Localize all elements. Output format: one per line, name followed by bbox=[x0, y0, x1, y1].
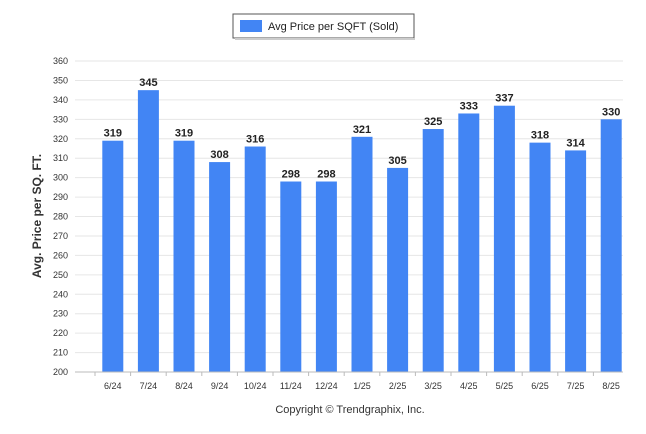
data-label: 314 bbox=[566, 137, 585, 149]
data-label: 305 bbox=[388, 155, 406, 167]
y-tick-label: 260 bbox=[53, 250, 68, 260]
x-tick-label: 6/25 bbox=[531, 381, 549, 391]
data-label: 319 bbox=[104, 128, 122, 140]
y-tick-label: 230 bbox=[53, 309, 68, 319]
x-tick-label: 3/25 bbox=[424, 381, 442, 391]
data-label: 330 bbox=[602, 106, 620, 118]
y-tick-label: 360 bbox=[53, 56, 68, 66]
y-tick-label: 320 bbox=[53, 134, 68, 144]
x-tick-label: 1/25 bbox=[353, 381, 371, 391]
y-tick-label: 340 bbox=[53, 95, 68, 105]
y-tick-label: 300 bbox=[53, 173, 68, 183]
y-tick-label: 200 bbox=[53, 367, 68, 377]
bar-11-24[interactable] bbox=[280, 181, 302, 372]
x-tick-label: 8/24 bbox=[175, 381, 193, 391]
data-label: 337 bbox=[495, 93, 513, 105]
bar-4-25[interactable] bbox=[458, 113, 480, 372]
bars bbox=[102, 90, 622, 373]
data-label: 333 bbox=[460, 100, 478, 112]
legend: Avg Price per SQFT (Sold) bbox=[232, 13, 415, 40]
y-tick-label: 290 bbox=[53, 192, 68, 202]
bar-10-24[interactable] bbox=[244, 146, 266, 372]
data-label: 321 bbox=[353, 124, 371, 136]
data-labels: 319 345 319 308 316 298 298 321 305 325 333 337 318 3… bbox=[104, 77, 621, 180]
data-label: 345 bbox=[139, 77, 157, 89]
y-tick-label: 330 bbox=[53, 114, 68, 124]
bar-6-25[interactable] bbox=[529, 142, 551, 372]
legend-swatch bbox=[240, 20, 262, 32]
bar-9-24[interactable] bbox=[209, 162, 231, 372]
x-tick-label: 10/24 bbox=[244, 381, 267, 391]
y-tick-label: 220 bbox=[53, 328, 68, 338]
copyright-caption: Copyright © Trendgraphix, Inc. bbox=[275, 404, 424, 416]
legend-shadow bbox=[235, 38, 415, 40]
bar-7-24[interactable] bbox=[137, 90, 159, 372]
bar-3-25[interactable] bbox=[422, 129, 444, 372]
y-tick-label: 210 bbox=[53, 348, 68, 358]
x-tick-label: 7/24 bbox=[140, 381, 158, 391]
x-tick-label: 6/24 bbox=[104, 381, 122, 391]
x-tick-label: 8/25 bbox=[602, 381, 620, 391]
bar-2-25[interactable] bbox=[387, 167, 409, 372]
bar-6-24[interactable] bbox=[102, 140, 124, 372]
y-axis-ticks: 200 210 220 230 240 250 260 270 280 290 300 310 320 3… bbox=[53, 56, 68, 377]
y-tick-label: 240 bbox=[53, 289, 68, 299]
bar-1-25[interactable] bbox=[351, 136, 373, 372]
x-tick-label: 5/25 bbox=[496, 381, 514, 391]
x-tick-label: 7/25 bbox=[567, 381, 585, 391]
y-axis-title: Avg. Price per SQ. FT. bbox=[30, 154, 44, 278]
data-label: 325 bbox=[424, 116, 442, 128]
data-label: 308 bbox=[210, 149, 228, 161]
data-label: 318 bbox=[531, 130, 549, 142]
legend-box bbox=[232, 13, 415, 39]
data-label: 316 bbox=[246, 134, 264, 146]
x-tick-label: 4/25 bbox=[460, 381, 478, 391]
bar-12-24[interactable] bbox=[315, 181, 337, 372]
y-tick-label: 270 bbox=[53, 231, 68, 241]
bar-7-25[interactable] bbox=[565, 150, 587, 372]
data-label: 298 bbox=[317, 169, 335, 181]
data-label: 298 bbox=[282, 169, 300, 181]
x-tick-label: 2/25 bbox=[389, 381, 407, 391]
data-label: 319 bbox=[175, 128, 193, 140]
bar-8-24[interactable] bbox=[173, 140, 195, 372]
y-tick-label: 350 bbox=[53, 75, 68, 85]
x-tick-label: 9/24 bbox=[211, 381, 229, 391]
bar-8-25[interactable] bbox=[600, 119, 622, 372]
y-tick-label: 310 bbox=[53, 153, 68, 163]
bar-5-25[interactable] bbox=[493, 105, 515, 373]
x-tick-label: 12/24 bbox=[315, 381, 338, 391]
y-tick-label: 280 bbox=[53, 212, 68, 222]
y-tick-label: 250 bbox=[53, 270, 68, 280]
x-tick-label: 11/24 bbox=[280, 381, 302, 391]
legend-label: Avg Price per SQFT (Sold) bbox=[268, 21, 398, 33]
x-axis-ticks: 6/24 7/24 8/24 9/24 10/24 11/24 12/24 1/25 2/25 3… bbox=[94, 372, 620, 391]
